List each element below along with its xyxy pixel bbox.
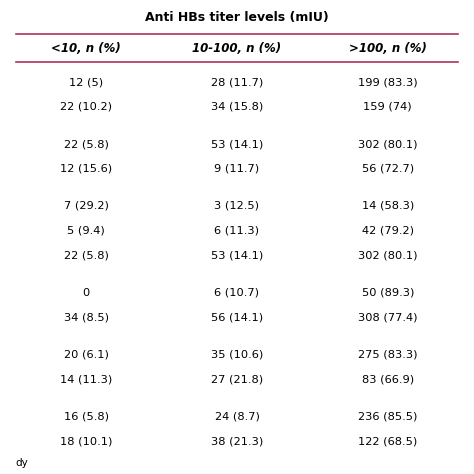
- Text: 12 (15.6): 12 (15.6): [60, 164, 112, 174]
- Text: 302 (80.1): 302 (80.1): [358, 139, 418, 149]
- Text: 50 (89.3): 50 (89.3): [362, 288, 414, 298]
- Text: 16 (5.8): 16 (5.8): [64, 411, 109, 421]
- Text: 6 (10.7): 6 (10.7): [215, 288, 259, 298]
- Text: dy: dy: [16, 458, 28, 468]
- Text: 27 (21.8): 27 (21.8): [211, 374, 263, 384]
- Text: 236 (85.5): 236 (85.5): [358, 411, 418, 421]
- Text: 24 (8.7): 24 (8.7): [215, 411, 259, 421]
- Text: 10-100, n (%): 10-100, n (%): [192, 42, 282, 55]
- Text: 42 (79.2): 42 (79.2): [362, 226, 414, 236]
- Text: 14 (58.3): 14 (58.3): [362, 201, 414, 211]
- Text: 0: 0: [82, 288, 90, 298]
- Text: 14 (11.3): 14 (11.3): [60, 374, 112, 384]
- Text: Anti HBs titer levels (mIU): Anti HBs titer levels (mIU): [145, 11, 329, 24]
- Text: 22 (5.8): 22 (5.8): [64, 251, 109, 261]
- Text: 308 (77.4): 308 (77.4): [358, 312, 418, 322]
- Text: 22 (10.2): 22 (10.2): [60, 102, 112, 112]
- Text: 22 (5.8): 22 (5.8): [64, 139, 109, 149]
- Text: 5 (9.4): 5 (9.4): [67, 226, 105, 236]
- Text: 53 (14.1): 53 (14.1): [211, 251, 263, 261]
- Text: 3 (12.5): 3 (12.5): [215, 201, 259, 211]
- Text: 302 (80.1): 302 (80.1): [358, 251, 418, 261]
- Text: 199 (83.3): 199 (83.3): [358, 77, 418, 87]
- Text: 56 (72.7): 56 (72.7): [362, 164, 414, 174]
- Text: 34 (8.5): 34 (8.5): [64, 312, 109, 322]
- Text: 53 (14.1): 53 (14.1): [211, 139, 263, 149]
- Text: 34 (15.8): 34 (15.8): [211, 102, 263, 112]
- Text: 7 (29.2): 7 (29.2): [64, 201, 109, 211]
- Text: 35 (10.6): 35 (10.6): [211, 350, 263, 360]
- Text: 20 (6.1): 20 (6.1): [64, 350, 109, 360]
- Text: 6 (11.3): 6 (11.3): [215, 226, 259, 236]
- Text: >100, n (%): >100, n (%): [349, 42, 427, 55]
- Text: 83 (66.9): 83 (66.9): [362, 374, 414, 384]
- Text: 38 (21.3): 38 (21.3): [211, 437, 263, 447]
- Text: <10, n (%): <10, n (%): [51, 42, 121, 55]
- Text: 18 (10.1): 18 (10.1): [60, 437, 112, 447]
- Text: 12 (5): 12 (5): [69, 77, 103, 87]
- Text: 159 (74): 159 (74): [364, 102, 412, 112]
- Text: 122 (68.5): 122 (68.5): [358, 437, 418, 447]
- Text: 9 (11.7): 9 (11.7): [214, 164, 260, 174]
- Text: 275 (83.3): 275 (83.3): [358, 350, 418, 360]
- Text: 56 (14.1): 56 (14.1): [211, 312, 263, 322]
- Text: 28 (11.7): 28 (11.7): [211, 77, 263, 87]
